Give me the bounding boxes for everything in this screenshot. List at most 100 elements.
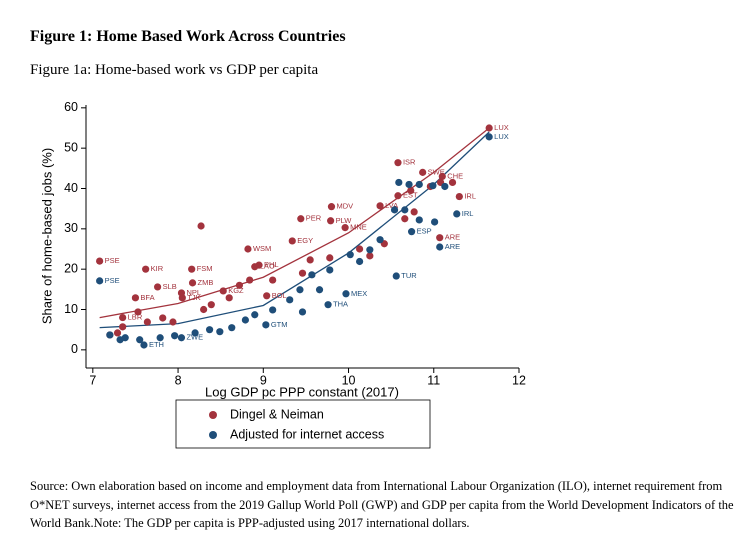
data-point (327, 217, 335, 225)
data-point (485, 133, 493, 141)
data-point (251, 311, 259, 319)
y-tick-label: 10 (64, 302, 78, 316)
data-point (390, 206, 399, 214)
point-label: PSE (105, 256, 120, 265)
point-label: LUX (494, 132, 509, 141)
data-point (407, 186, 415, 195)
chart: Log GDP pc PPP constant (2017) Share of … (39, 100, 526, 449)
data-point (455, 192, 463, 201)
data-point (251, 263, 259, 271)
data-point (156, 334, 164, 342)
legend-marker (209, 431, 217, 439)
x-axis-label: Log GDP pc PPP constant (2017) (205, 384, 399, 399)
data-point (394, 159, 402, 167)
data-point (177, 334, 186, 342)
point-label: PHL (264, 260, 279, 269)
point-label: BOL (272, 291, 287, 300)
point-label: SLB (163, 282, 177, 291)
point-label: ZMB (198, 278, 214, 287)
data-point (342, 290, 350, 298)
legend-box (175, 399, 431, 449)
source-note: Source: Own elaboration based on income … (30, 479, 734, 530)
data-point (119, 313, 127, 322)
data-point (327, 203, 336, 211)
x-tick-label: 11 (427, 373, 440, 387)
data-point (113, 329, 122, 337)
point-label: BFA (140, 293, 154, 302)
figure-subtitle: Figure 1a: Home-based work vs GDP per ca… (30, 62, 319, 78)
data-point (376, 236, 384, 244)
x-tick-label: 7 (89, 373, 96, 387)
data-point (326, 266, 334, 274)
point-label: LVA (385, 201, 398, 210)
data-point (96, 277, 104, 285)
data-point (140, 341, 148, 349)
data-point (438, 172, 446, 180)
data-point (419, 168, 427, 176)
fit-line (99, 127, 490, 319)
data-point (415, 180, 423, 189)
data-point (429, 182, 437, 190)
y-axis-label: Share of home-based jobs (%) (39, 148, 54, 324)
legend-label: Adjusted for internet access (230, 427, 384, 441)
data-point (376, 202, 384, 210)
x-tick-label: 9 (260, 373, 267, 387)
point-label: KGZ (228, 286, 244, 295)
point-label: CHE (447, 171, 463, 180)
data-point (356, 257, 364, 266)
data-point (96, 257, 104, 265)
point-label: GTM (271, 320, 288, 329)
point-label: PSE (105, 276, 120, 285)
data-point (119, 323, 127, 331)
data-point (178, 294, 186, 302)
point-label: FSM (197, 264, 213, 273)
data-point (235, 281, 244, 289)
data-point (241, 316, 249, 324)
data-point (436, 243, 444, 251)
data-point (324, 301, 332, 309)
data-point (431, 218, 439, 226)
data-point (346, 251, 354, 259)
data-point (408, 228, 416, 236)
point-label: ZWE (186, 333, 203, 342)
data-point (131, 294, 140, 302)
data-point (288, 237, 296, 245)
data-point (244, 245, 252, 253)
data-point (436, 234, 444, 242)
data-point (188, 265, 196, 273)
data-point (401, 206, 409, 214)
data-point (136, 336, 144, 344)
point-label: PER (306, 214, 322, 223)
point-label: IRL (462, 209, 474, 218)
data-point (169, 318, 177, 326)
data-point (246, 276, 254, 284)
point-label: MNE (350, 223, 367, 232)
data-point (216, 328, 224, 336)
legend-label: Dingel & Neiman (230, 407, 324, 421)
point-label: KIR (151, 264, 164, 273)
data-point (405, 180, 413, 189)
data-point (306, 256, 314, 264)
data-point (401, 215, 409, 223)
x-tick-label: 12 (512, 373, 526, 387)
data-point (296, 286, 304, 294)
data-point (298, 269, 307, 277)
data-point (286, 296, 294, 304)
data-point (205, 326, 214, 334)
data-point (228, 324, 236, 332)
point-label: ARE (445, 233, 460, 242)
data-point (263, 292, 271, 300)
x-tick-label: 10 (342, 373, 356, 387)
data-point (262, 321, 270, 329)
data-point (395, 178, 403, 187)
point-label: ARE (445, 242, 460, 251)
data-point (143, 318, 151, 326)
data-point (415, 216, 423, 224)
data-point (269, 276, 277, 284)
data-point (485, 124, 493, 132)
data-point (315, 286, 324, 294)
y-tick-label: 60 (64, 100, 78, 114)
data-point (219, 287, 227, 295)
x-tick-label: 8 (175, 373, 182, 387)
